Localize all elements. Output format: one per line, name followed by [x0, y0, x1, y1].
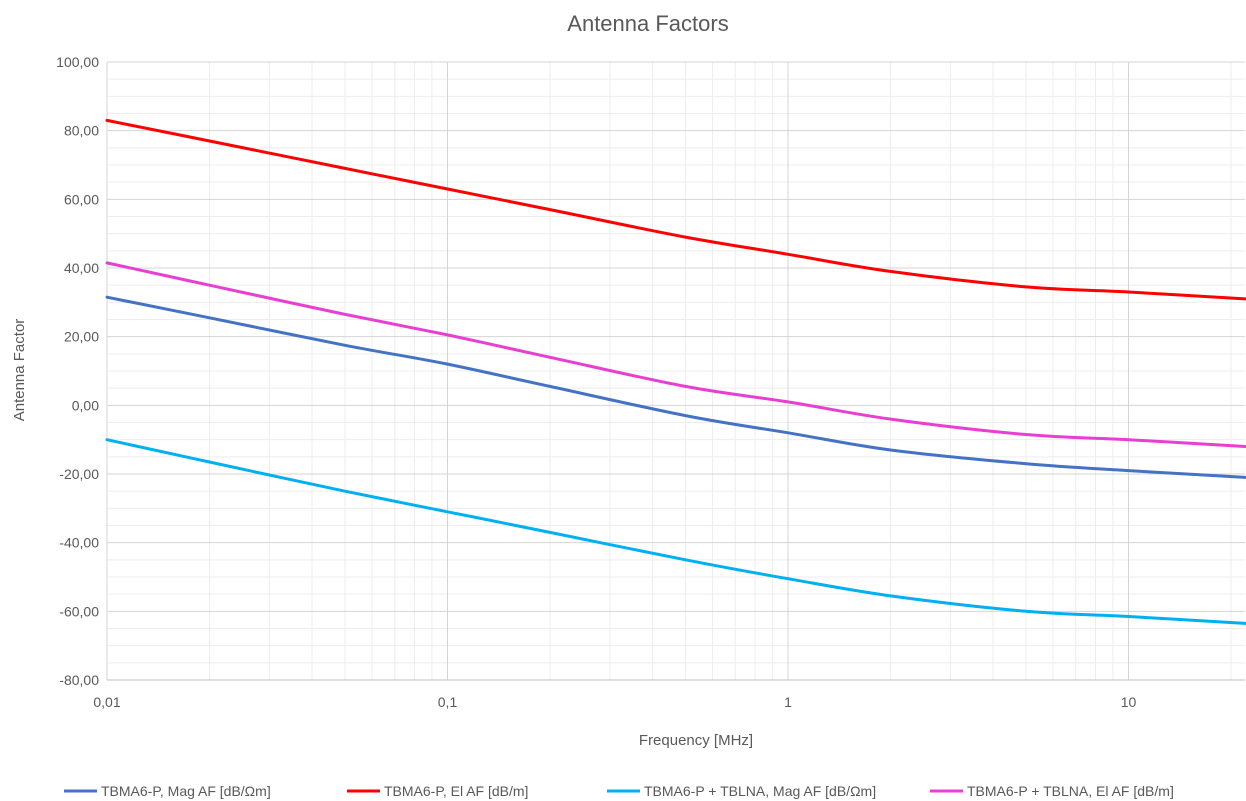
series-line-lna-mag-af: [105, 438, 1246, 625]
y-tick-label: 20,00: [64, 329, 99, 345]
y-tick-label: -20,00: [59, 466, 99, 482]
x-tick-label: 1: [784, 694, 792, 710]
legend-label-lna-el-af: TBMA6-P + TBLNA, El AF [dB/m]: [967, 783, 1174, 799]
y-tick-label: 0,00: [72, 397, 99, 413]
y-tick-label: 60,00: [64, 191, 99, 207]
x-tick-label: 0,01: [93, 694, 120, 710]
y-tick-label: -40,00: [59, 535, 99, 551]
x-tick-labels: 0,01 0,1 1 10: [93, 694, 1136, 710]
y-axis-title: Antenna Factor: [11, 319, 28, 422]
y-tick-label: 40,00: [64, 260, 99, 276]
series-line-el-af: [105, 118, 1246, 301]
series-lines: [105, 118, 1246, 625]
minor-grid: [107, 62, 1245, 680]
y-tick-label: -60,00: [59, 603, 99, 619]
legend-label-lna-mag-af: TBMA6-P + TBLNA, Mag AF [dB/Ωm]: [644, 783, 876, 799]
x-axis-title: Frequency [MHz]: [639, 732, 753, 749]
y-tick-label: -80,00: [59, 672, 99, 688]
legend: TBMA6-P, Mag AF [dB/Ωm] TBMA6-P, El AF [d…: [64, 783, 1174, 799]
chart-title: Antenna Factors: [567, 11, 728, 36]
x-tick-label: 0,1: [438, 694, 458, 710]
legend-label-mag-af: TBMA6-P, Mag AF [dB/Ωm]: [101, 783, 271, 799]
y-tick-label: 80,00: [64, 123, 99, 139]
legend-label-el-af: TBMA6-P, El AF [dB/m]: [384, 783, 528, 799]
x-tick-label: 10: [1121, 694, 1137, 710]
series-line-mag-af: [105, 295, 1246, 479]
y-tick-labels: 100,00 80,00 60,00 40,00 20,00 0,00 -20,00 -40,…: [56, 54, 99, 688]
series-line-lna-el-af: [105, 261, 1246, 448]
y-tick-label: 100,00: [56, 54, 99, 70]
